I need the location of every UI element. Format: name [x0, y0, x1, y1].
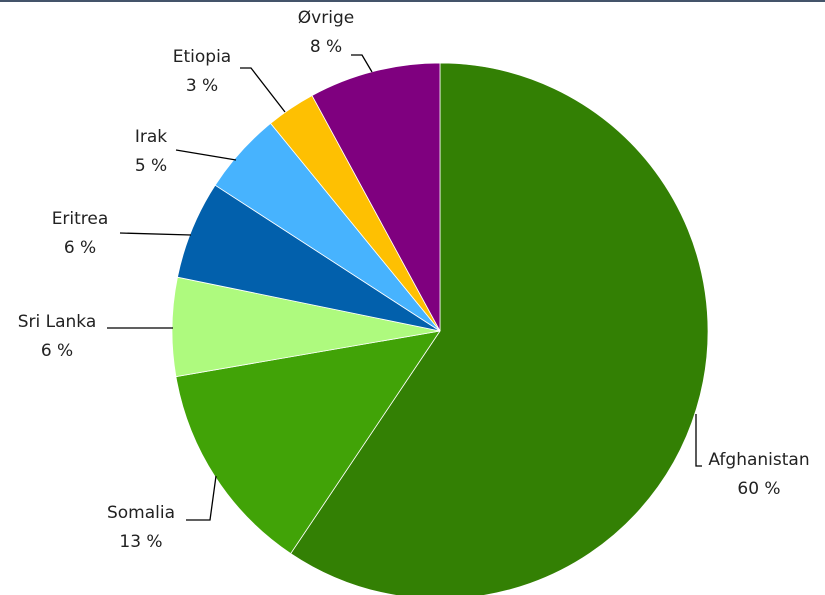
data-label-value-somalia: 13 % — [119, 532, 162, 552]
data-labels: Afghanistan 60 % Somalia 13 % Sri Lanka 6 % Er… — [18, 8, 810, 552]
data-label-value-afghanistan: 60 % — [737, 479, 780, 499]
data-label-name-vrige: Øvrige — [298, 8, 354, 28]
leader-line-somalia — [186, 475, 217, 521]
data-label-value-etiopia: 3 % — [186, 76, 218, 96]
data-label-name-eritrea: Eritrea — [52, 209, 109, 229]
pie-slices — [171, 62, 709, 595]
leader-line-irak — [175, 149, 237, 161]
data-label-value-eritrea: 6 % — [64, 238, 96, 258]
leader-lines — [107, 54, 702, 521]
pie-slice-somalia — [175, 330, 441, 555]
data-label-name-afghanistan: Afghanistan — [708, 450, 809, 470]
leader-line-etiopia — [240, 67, 286, 113]
pie-slice-afghanistan — [290, 62, 709, 595]
data-label-name-sri-lanka: Sri Lanka — [18, 312, 97, 332]
data-label-name-somalia: Somalia — [107, 503, 175, 523]
pie-slice-vrige — [311, 62, 441, 332]
data-label-value-vrige: 8 % — [310, 37, 342, 57]
data-label-value-irak: 5 % — [135, 156, 167, 176]
leader-line-eritrea — [119, 232, 192, 236]
data-label-name-etiopia: Etiopia — [173, 47, 231, 67]
leader-line-vrige — [351, 54, 373, 73]
leader-line-afghanistan — [695, 414, 702, 467]
data-label-name-irak: Irak — [135, 127, 167, 147]
data-label-value-sri-lanka: 6 % — [41, 341, 73, 361]
